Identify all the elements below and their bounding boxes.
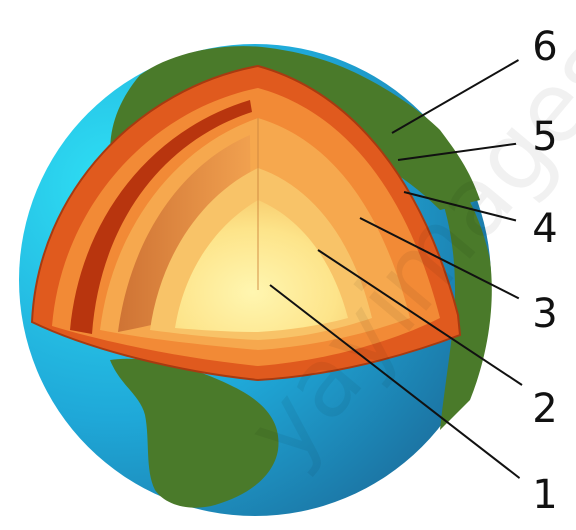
inner-core-layer [175, 200, 348, 332]
leader-lines [269, 57, 523, 481]
land-east [430, 150, 492, 430]
leader-line-1 [269, 284, 523, 481]
label-circle-1 [515, 464, 575, 524]
label-circle-2 [515, 378, 575, 438]
label-1: 1 [532, 472, 557, 518]
label-circle-6 [515, 16, 575, 76]
label-3: 3 [532, 291, 557, 337]
label-circle-5 [515, 106, 575, 166]
label-6: 6 [532, 24, 557, 70]
leader-line-3 [359, 217, 523, 301]
label-5: 5 [532, 114, 557, 160]
leader-line-4 [403, 191, 523, 223]
label-group: 6 5 4 3 2 1 [515, 16, 575, 524]
label-circle-4 [515, 198, 575, 258]
label-circle-3 [515, 283, 575, 343]
land-south-america [110, 358, 279, 508]
label-4: 4 [532, 206, 557, 252]
mantle-band [70, 100, 252, 334]
leader-line-5 [397, 142, 523, 161]
leader-line-2 [317, 249, 523, 386]
label-2: 2 [532, 386, 557, 432]
leader-line-6 [391, 57, 523, 134]
